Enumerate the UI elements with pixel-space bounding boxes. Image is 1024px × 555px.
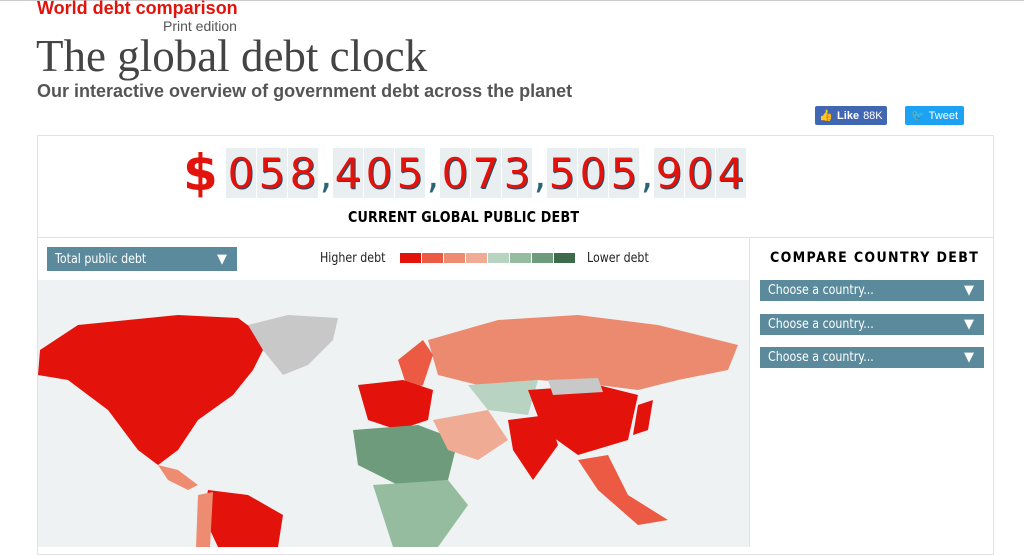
section-kicker[interactable]: World debt comparison [37,0,238,18]
map-central-america[interactable] [158,465,198,490]
facebook-like-button[interactable]: 👍 Like 88K [815,106,887,125]
counter-digit: 4 [333,148,363,198]
legend-swatch [422,253,443,263]
country-select-2[interactable]: Choose a country... ▼ [760,314,984,335]
compare-title: COMPARE COUNTRY DEBT [770,250,980,266]
map-europe[interactable] [358,380,433,430]
digit-separator: , [533,152,547,198]
digit-separator: , [319,152,333,198]
legend-swatch [466,253,487,263]
divider [749,237,750,547]
counter-digit: 0 [578,148,608,198]
map-russia[interactable] [428,315,738,390]
tweet-button[interactable]: 🐦 Tweet [905,106,964,125]
counter-digit: 4 [716,148,746,198]
print-edition-link[interactable]: Print edition [163,18,237,34]
counter-digit: 5 [547,148,577,198]
metric-select-value: Total public debt [55,251,147,267]
counter-digit: 5 [609,148,639,198]
legend-swatch [444,253,465,263]
country-select-3[interactable]: Choose a country... ▼ [760,347,984,368]
map-north-america[interactable] [38,315,268,465]
currency-symbol: $ [183,144,218,202]
country-select-value: Choose a country... [768,283,874,298]
map-china[interactable] [528,385,638,455]
thumbs-up-icon: 👍 [819,110,834,122]
counter-digit: 0 [226,148,256,198]
chevron-down-icon: ▼ [964,317,974,332]
legend-high-label: Higher debt [320,251,386,266]
map-africa-north[interactable] [353,425,458,485]
counter-digit: 5 [257,148,287,198]
twitter-bird-icon: 🐦 [910,110,925,122]
page-subtitle: Our interactive overview of government d… [37,81,573,101]
metric-select[interactable]: Total public debt ▼ [47,247,237,271]
digit-separator: , [640,152,654,198]
chevron-down-icon: ▼ [964,283,974,298]
counter-digit: 3 [502,148,532,198]
map-africa-south[interactable] [373,480,468,547]
legend-swatch [532,253,553,263]
map-japan[interactable] [633,400,653,435]
legend-swatch [554,253,575,263]
debt-counter-label: CURRENT GLOBAL PUBLIC DEBT [348,208,580,226]
counter-digit: 0 [685,148,715,198]
map-southeast-asia[interactable] [578,455,668,525]
country-select-value: Choose a country... [768,350,874,365]
country-select-1[interactable]: Choose a country... ▼ [760,280,984,301]
map-central-asia[interactable] [468,380,538,415]
divider [38,237,993,238]
counter-digit: 7 [471,148,501,198]
map-greenland[interactable] [248,315,338,375]
map-south-america-west[interactable] [196,492,213,547]
counter-digit: 0 [364,148,394,198]
legend-swatches [400,253,575,263]
legend-swatch [400,253,421,263]
page-title: The global debt clock [36,31,428,81]
legend-low-label: Lower debt [587,251,649,266]
counter-digit: 9 [654,148,684,198]
counter-digit: 0 [440,148,470,198]
legend-swatch [488,253,509,263]
map-south-america[interactable] [203,490,283,547]
digit-separator: , [426,152,440,198]
tweet-label: Tweet [928,109,959,122]
counter-digit: 8 [288,148,318,198]
country-select-value: Choose a country... [768,317,874,332]
like-count: 88K [863,109,883,122]
map-mongolia[interactable] [548,378,603,395]
counter-digit: 5 [395,148,425,198]
legend-swatch [510,253,531,263]
like-label: Like [837,109,860,122]
world-debt-map[interactable] [38,280,749,547]
chevron-down-icon: ▼ [217,251,227,267]
map-scandinavia[interactable] [398,340,433,390]
chevron-down-icon: ▼ [964,350,974,365]
map-middle-east[interactable] [433,410,508,460]
